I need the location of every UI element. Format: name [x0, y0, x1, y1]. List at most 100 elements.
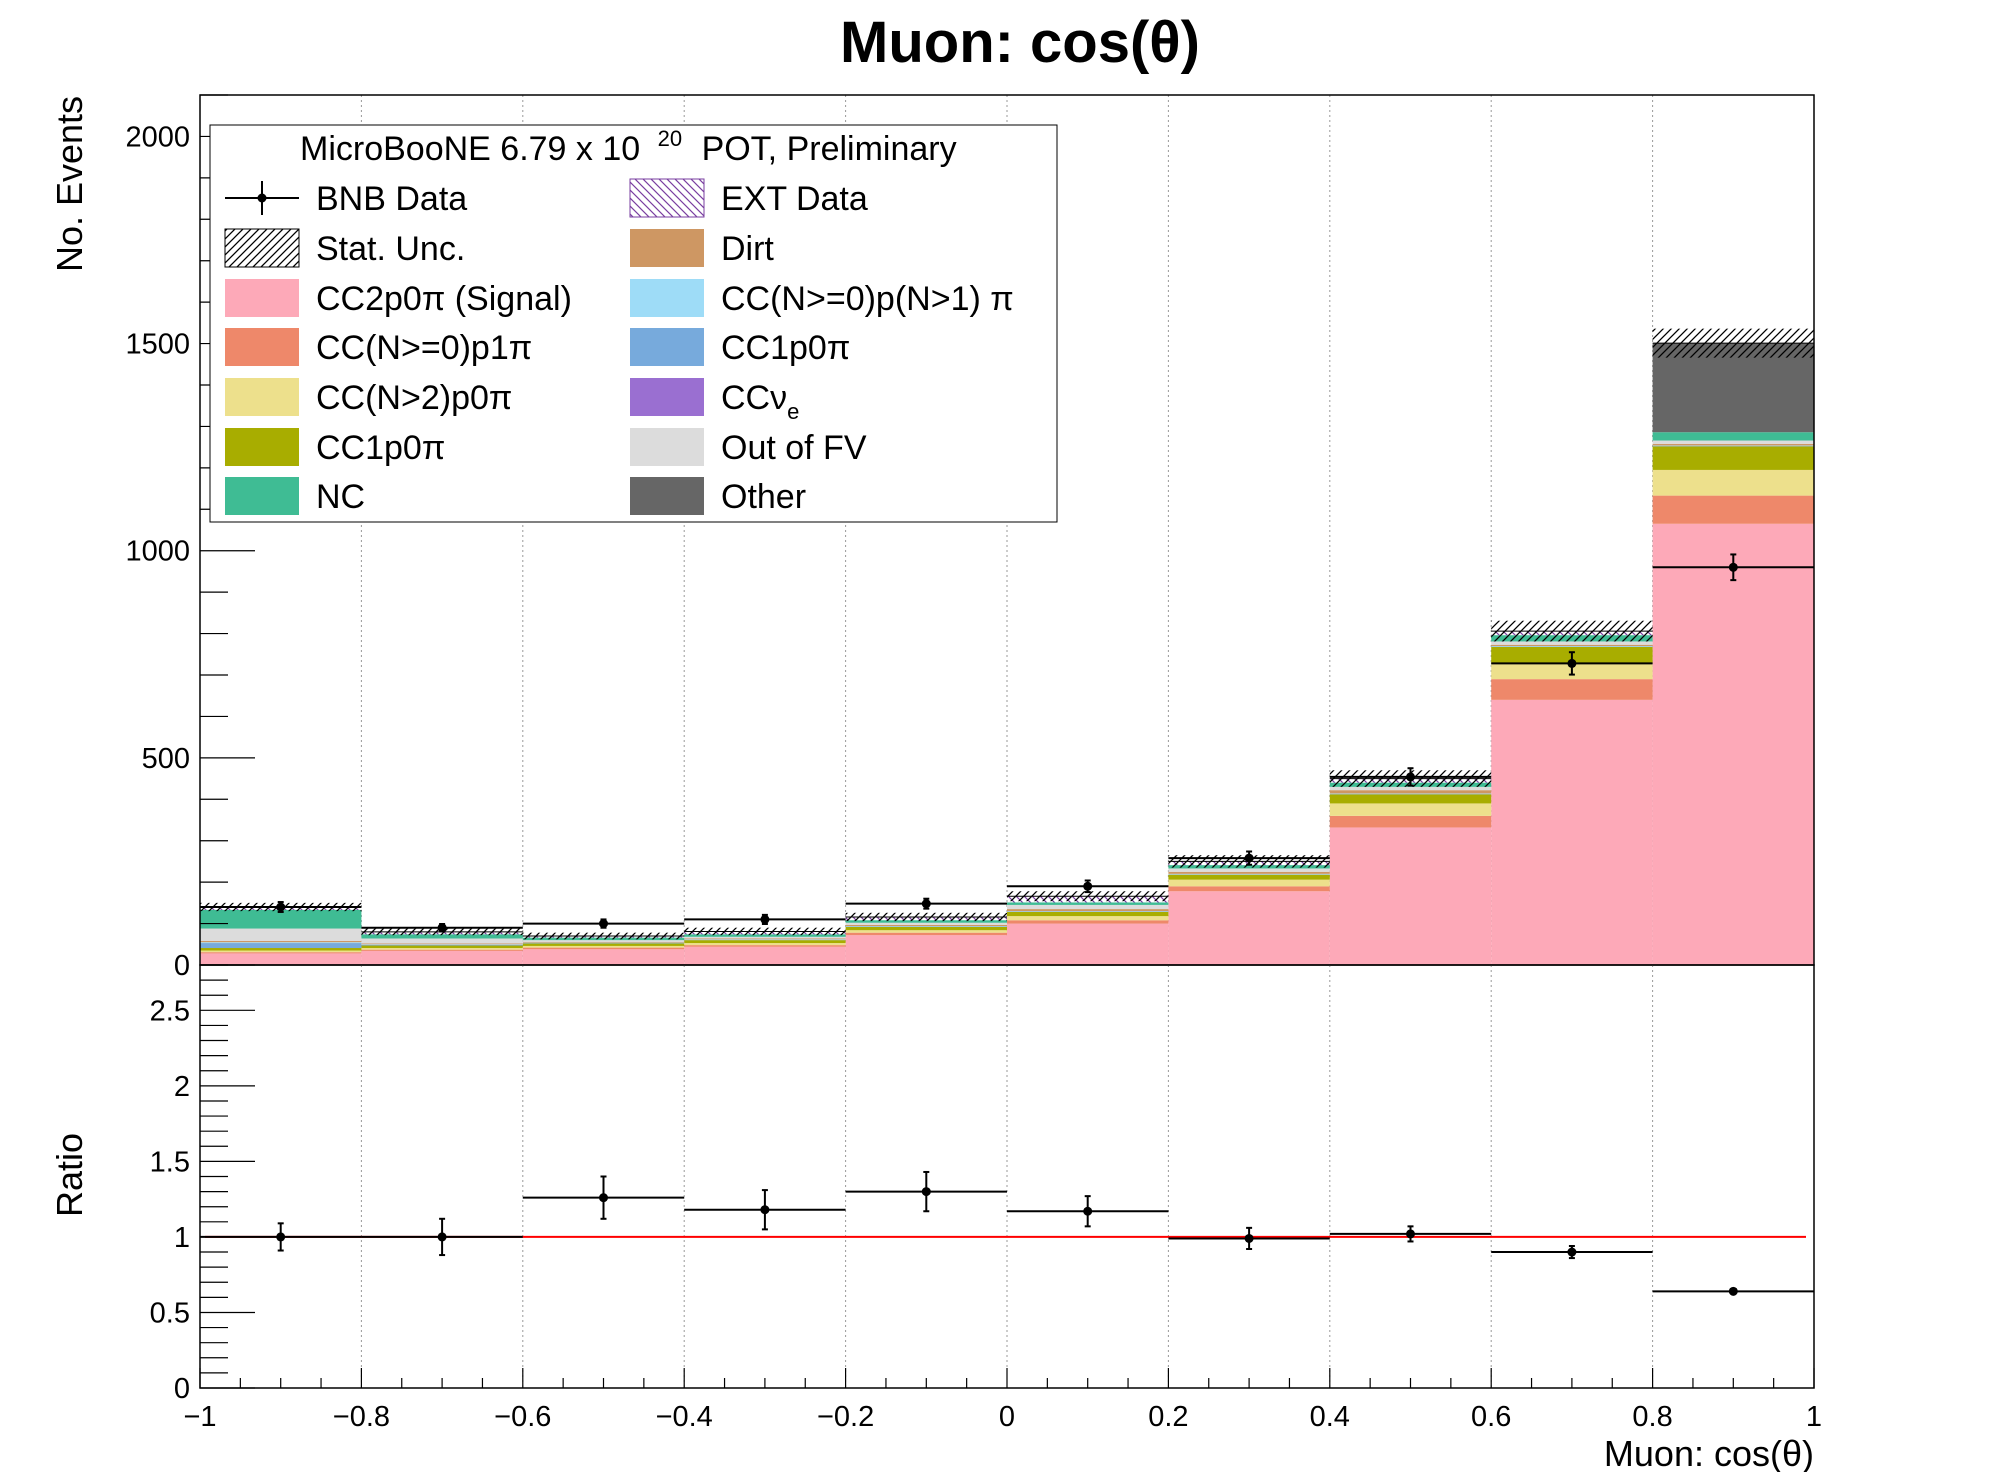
data-point	[1567, 658, 1577, 668]
x-tick-label: −0.4	[656, 1401, 713, 1433]
bar-segment	[1491, 679, 1653, 700]
bar-segment	[684, 945, 846, 947]
legend-swatch	[630, 229, 704, 267]
ratio-point	[1728, 1286, 1738, 1296]
bar-segment	[200, 950, 362, 953]
data-point	[760, 914, 770, 924]
legend-swatch	[630, 328, 704, 366]
bar-segment	[522, 941, 685, 943]
bar-segment	[200, 943, 362, 949]
bar-segment	[1007, 904, 1169, 910]
legend-swatch	[225, 328, 299, 366]
legend-swatch	[225, 279, 299, 317]
bar-segment	[684, 940, 846, 944]
x-tick-label: −0.8	[333, 1401, 390, 1433]
legend-label: CC(N>=0)p(N>1) π	[721, 280, 1014, 318]
legend-subscript: e	[787, 399, 799, 424]
legend-swatch	[629, 178, 705, 218]
bar-segment	[1652, 446, 1814, 470]
bar-segment	[1329, 790, 1492, 794]
bar-segment	[1652, 343, 1814, 433]
bar-segment	[1007, 916, 1169, 921]
bar-segment	[1491, 644, 1653, 646]
legend-header-suffix: POT, Preliminary	[702, 130, 957, 168]
bar-segment	[1652, 432, 1814, 441]
y-tick-label: 2	[174, 1071, 190, 1103]
bar-segment	[522, 943, 685, 946]
legend-label: CC1p0π	[316, 429, 445, 467]
ratio-points	[200, 1170, 1814, 1296]
legend-swatch	[630, 428, 704, 466]
bar-segment	[522, 945, 685, 948]
x-tick-label: −0.2	[817, 1401, 874, 1433]
bar-segment	[845, 932, 1007, 936]
bar-segment	[361, 949, 523, 951]
bar-segment	[200, 953, 362, 965]
bar-segment	[1329, 794, 1492, 804]
bar-segment	[845, 922, 1007, 925]
data-point	[921, 899, 931, 909]
y-tick-label: 500	[142, 743, 190, 775]
main-panel: 0 500 1000 1500 2000 No. Events MicroBooNE 6…	[49, 94, 1815, 982]
legend-items: BNB Data EXT Data Stat. Unc. Dirt CC2p0π (Si…	[224, 178, 1014, 516]
legend-header: MicroBooNE 6.79 x 10 20 POT, Preliminary	[300, 116, 957, 168]
legend-swatch	[225, 477, 299, 515]
bar-segment	[1652, 440, 1814, 444]
bar-segment	[1329, 815, 1492, 828]
bar-segment	[361, 938, 523, 944]
legend-header-exponent: 20	[658, 126, 682, 151]
x-tick-label: −0.6	[494, 1401, 551, 1433]
bar-segment	[845, 935, 1007, 965]
legend-swatch	[225, 428, 299, 466]
bar-segment	[522, 947, 685, 950]
y-tick-label: 0	[174, 950, 190, 982]
ratio-point	[437, 1232, 447, 1242]
bar-segment	[1168, 879, 1330, 887]
x-tick-label: 0.4	[1310, 1401, 1350, 1433]
legend-label: CCνe	[721, 379, 799, 424]
ratio-point	[1244, 1233, 1254, 1243]
y-tick-label: 2000	[125, 121, 190, 153]
bar-segment	[361, 934, 523, 939]
bar-segment	[1007, 911, 1169, 917]
bar-segment	[684, 938, 846, 940]
legend-label: NC	[316, 478, 365, 516]
ratio-y-axis-title: Ratio	[49, 1133, 90, 1217]
legend-label: CC(N>2)p0π	[316, 379, 512, 417]
legend-swatch	[225, 378, 299, 416]
bar-segment	[1491, 641, 1653, 645]
bnb-data-points	[200, 553, 1814, 933]
x-tick-label: 0.6	[1471, 1401, 1511, 1433]
bar-segment	[200, 940, 362, 943]
data-point	[1406, 772, 1415, 782]
legend-label: Other	[721, 478, 806, 516]
bar-segment	[200, 942, 362, 944]
bar-segment	[1652, 443, 1814, 446]
y-tick-label: 0.5	[150, 1297, 190, 1329]
data-point	[437, 923, 447, 933]
bar-segment	[1652, 469, 1814, 496]
ratio-point	[760, 1205, 770, 1215]
legend-swatch	[630, 279, 704, 317]
bar-segment	[361, 948, 523, 950]
bar-segment	[1168, 886, 1330, 892]
ratio-point	[1567, 1247, 1577, 1257]
legend-label: Dirt	[721, 230, 774, 268]
data-point	[1728, 562, 1738, 572]
legend-swatch	[630, 378, 704, 416]
legend-swatch	[630, 477, 704, 515]
bar-segment	[361, 943, 523, 945]
legend-label: CC2p0π (Signal)	[316, 280, 572, 318]
bar-segment	[684, 943, 846, 946]
main-y-axis-title: No. Events	[49, 96, 90, 272]
bar-segment	[1329, 786, 1492, 791]
x-tick-label: 0.8	[1632, 1401, 1672, 1433]
bar-segment	[1168, 868, 1330, 872]
x-tick-label: 1	[1806, 1401, 1822, 1433]
bar-segment	[845, 920, 1007, 923]
bar-segment	[1652, 523, 1814, 965]
main-y-ticks: 0 500 1000 1500 2000	[125, 94, 255, 982]
ratio-grid	[360, 965, 1654, 1388]
bar-segment	[1007, 920, 1169, 924]
